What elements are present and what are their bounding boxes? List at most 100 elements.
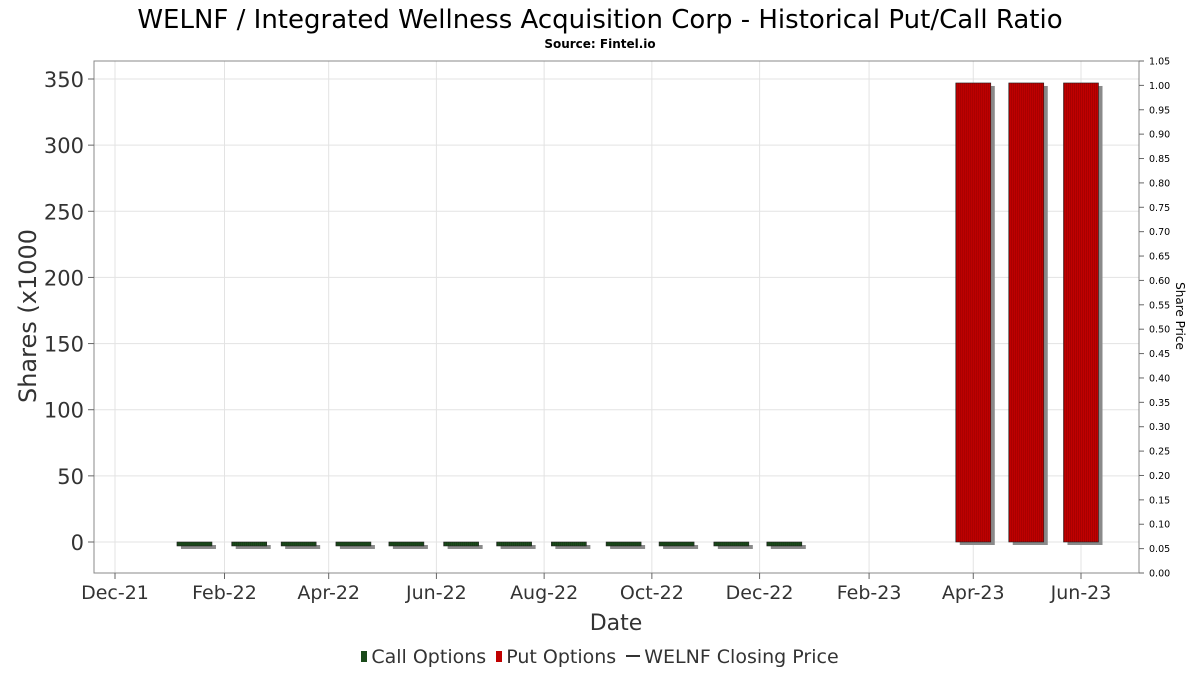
- y-axis-label: Shares (x1000: [14, 229, 42, 403]
- y-tick-label: 350: [44, 68, 84, 92]
- legend-item-put: Put Options: [496, 646, 616, 668]
- call-bar-group: [176, 541, 216, 549]
- put-bar-group: [1008, 82, 1048, 546]
- call-bar: [658, 541, 695, 547]
- legend-label-put: Put Options: [506, 646, 617, 668]
- call-bar-shadow: [717, 545, 753, 549]
- call-bar: [335, 541, 372, 547]
- y-axis: 0 50 100 150 200 250 300 350: [44, 68, 94, 555]
- y-tick-label: 250: [44, 200, 84, 224]
- call-bar-group: [443, 541, 483, 549]
- y2-tick-label: 0.55: [1149, 300, 1170, 311]
- call-bar-shadow: [555, 545, 591, 549]
- call-bar-shadow: [339, 545, 375, 549]
- y-tick-label: 0: [71, 531, 84, 555]
- price-line-icon: [626, 655, 641, 657]
- x-tick-label: Feb-23: [837, 582, 902, 604]
- y2-tick-label: 0.50: [1149, 325, 1170, 336]
- chart-subtitle: Source: Fintel.io: [544, 37, 655, 51]
- y-tick-label: 150: [44, 333, 84, 357]
- call-bar: [713, 541, 750, 547]
- y2-tick-label: 1.00: [1149, 81, 1170, 92]
- call-bar-group: [605, 541, 646, 549]
- call-bar-shadow: [392, 545, 428, 549]
- y2-tick-label: 0.15: [1149, 495, 1170, 506]
- call-bar: [605, 541, 642, 547]
- legend: Call Options Put Options WELNF Closing P…: [0, 646, 1200, 668]
- x-axis-label: Date: [590, 611, 643, 636]
- x-tick-label: Jun-23: [1050, 582, 1112, 604]
- call-bar: [231, 541, 268, 547]
- call-bar-shadow: [235, 545, 271, 549]
- x-tick-label: Oct-22: [620, 582, 684, 604]
- legend-label-call: Call Options: [371, 646, 487, 668]
- put-bar: [1008, 82, 1045, 543]
- call-bar-group: [335, 541, 375, 549]
- legend-item-call: Call Options: [361, 646, 486, 668]
- call-bar-group: [496, 541, 536, 549]
- call-bar-shadow: [663, 545, 699, 549]
- put-bar: [955, 82, 992, 543]
- call-bar-group: [551, 541, 591, 549]
- call-bar: [496, 541, 532, 547]
- call-bar: [443, 541, 479, 547]
- y-tick-label: 100: [44, 399, 84, 423]
- y2-tick-label: 0.05: [1149, 544, 1170, 555]
- x-tick-label: Dec-21: [81, 582, 149, 604]
- y-tick-label: 200: [44, 266, 84, 290]
- plot-frame: [93, 60, 1140, 574]
- call-swatch-icon: [361, 651, 368, 662]
- y2-tick-label: 0.90: [1149, 130, 1170, 141]
- bars: [176, 82, 1103, 549]
- call-bar-shadow: [500, 545, 536, 549]
- call-bar: [551, 541, 587, 547]
- call-bar-shadow: [770, 545, 806, 549]
- x-tick-label: Aug-22: [510, 582, 578, 604]
- call-bar-group: [658, 541, 699, 549]
- call-bar-group: [231, 541, 271, 549]
- x-axis: Dec-21 Feb-22 Apr-22 Jun-22 Aug-22 Oct-22 Dec-…: [81, 573, 1111, 604]
- x-tick-label: Feb-22: [192, 582, 257, 604]
- y2-tick-label: 0.85: [1149, 154, 1170, 165]
- put-bar-group: [1063, 82, 1103, 546]
- call-bar-shadow: [285, 545, 321, 549]
- y2-tick-label: 0.70: [1149, 227, 1170, 238]
- y2-tick-label: 0.60: [1149, 276, 1170, 287]
- call-bar-shadow: [610, 545, 646, 549]
- chart-title: WELNF / Integrated Wellness Acquisition …: [137, 5, 1062, 35]
- y2-tick-label: 0.95: [1149, 105, 1170, 116]
- call-bar-shadow: [180, 545, 216, 549]
- y2-axis: 0.00 0.05 0.10 0.15 0.20 0.25 0.30 0.35 0.40 0.45…: [1139, 57, 1170, 580]
- legend-label-price: WELNF Closing Price: [644, 646, 839, 668]
- y2-tick-label: 0.10: [1149, 520, 1170, 531]
- put-bar-group: [955, 82, 995, 546]
- x-tick-label: Apr-22: [297, 582, 360, 604]
- call-bar-group: [280, 541, 321, 549]
- y2-tick-label: 0.80: [1149, 178, 1170, 189]
- call-bar-group: [713, 541, 753, 549]
- call-bar: [388, 541, 425, 547]
- legend-item-price: WELNF Closing Price: [626, 646, 839, 668]
- put-bar: [1063, 82, 1099, 543]
- y2-tick-label: 0.25: [1149, 447, 1170, 458]
- y2-tick-label: 0.75: [1149, 203, 1170, 214]
- y2-tick-label: 0.35: [1149, 398, 1170, 409]
- y2-tick-label: 1.05: [1149, 57, 1170, 68]
- y2-tick-label: 0.40: [1149, 373, 1170, 384]
- y2-axis-label: Share Price: [1173, 282, 1187, 350]
- y2-tick-label: 0.30: [1149, 422, 1170, 433]
- call-bar: [176, 541, 213, 547]
- y2-tick-label: 0.20: [1149, 471, 1170, 482]
- call-bar: [766, 541, 803, 547]
- call-bar-group: [766, 541, 806, 549]
- call-bar-shadow: [447, 545, 483, 549]
- call-bar: [280, 541, 317, 547]
- x-tick-label: Apr-23: [942, 582, 1005, 604]
- x-tick-label: Dec-22: [726, 582, 794, 604]
- y2-tick-label: 0.65: [1149, 252, 1170, 263]
- call-bar-group: [388, 541, 428, 549]
- y2-tick-label: 0.45: [1149, 349, 1170, 360]
- x-tick-label: Jun-22: [405, 582, 467, 604]
